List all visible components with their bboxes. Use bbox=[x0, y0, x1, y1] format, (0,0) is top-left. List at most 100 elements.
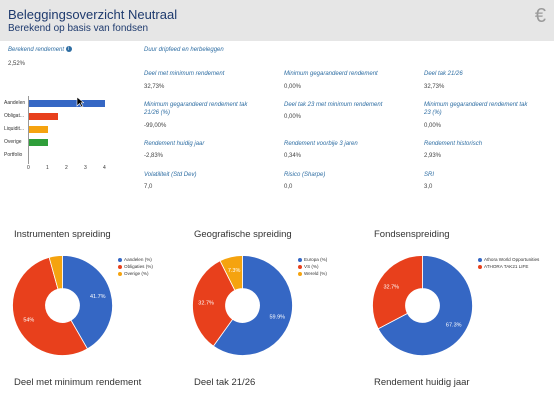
legend-label: Overige (%) bbox=[124, 271, 149, 276]
x-tick-label: 0 bbox=[27, 165, 30, 171]
pie-slice bbox=[62, 255, 113, 350]
pie-value-label: 32.7% bbox=[198, 301, 214, 307]
pie-slice bbox=[192, 260, 236, 347]
pie-value-label: 41.7% bbox=[90, 294, 106, 300]
metric-value: 2,93% bbox=[424, 153, 442, 159]
section-title-fondsen: Fondsenspreiding bbox=[374, 229, 450, 240]
metric-label: Rendement historisch bbox=[424, 141, 483, 147]
legend-label: Aandelen (%) bbox=[124, 257, 152, 262]
pie-slice bbox=[219, 255, 243, 291]
metric-value: 0,34% bbox=[284, 153, 302, 159]
legend-swatch bbox=[298, 271, 302, 276]
legend-swatch bbox=[478, 264, 482, 269]
pie-value-label: 7.3% bbox=[228, 268, 241, 274]
metric-label: SRI bbox=[424, 172, 435, 178]
legend-swatch bbox=[298, 257, 302, 262]
section-title-deel-minimum: Deel met minimum rendement bbox=[14, 377, 142, 388]
legend-swatch bbox=[478, 257, 482, 262]
legend-swatch bbox=[118, 257, 122, 262]
bar-category-label: Portfolio bbox=[4, 152, 23, 158]
legend-item: Wereld (%) bbox=[298, 270, 360, 277]
metric-value: 0,00% bbox=[284, 84, 302, 90]
legend-swatch bbox=[118, 271, 122, 276]
metric-label: Minimum gegarandeerd rendement tak 21/26… bbox=[144, 102, 248, 116]
legend-label: Wereld (%) bbox=[304, 271, 327, 276]
instrumenten-legend: Aandelen (%) Obligaties (%) Overige (%) bbox=[118, 256, 180, 277]
metric-value: 3,0 bbox=[424, 184, 433, 190]
pie-slice bbox=[48, 255, 63, 290]
bar-3 bbox=[29, 126, 48, 133]
legend-label: Obligaties (%) bbox=[124, 264, 153, 269]
berekend-rendement-label: Berekend rendement i bbox=[8, 46, 72, 54]
page-header: Beleggingsoverzicht Neutraal Berekend op… bbox=[0, 0, 554, 41]
bar-2 bbox=[29, 113, 58, 120]
metric-value: 32,73% bbox=[424, 84, 445, 90]
legend-swatch bbox=[118, 264, 122, 269]
berekend-rendement-value: 2,52% bbox=[8, 61, 26, 67]
pie-value-label: 32.7% bbox=[383, 285, 399, 291]
bar-category-label: Obligat... bbox=[4, 113, 25, 119]
metric-value: 32,73% bbox=[144, 84, 165, 90]
asset-bar-chart: Aandelen Obligat... Liquidit... Overige … bbox=[0, 92, 120, 174]
pie-slice bbox=[212, 255, 293, 356]
geografisch-pie-chart: 59.9% 32.7% 7.3% bbox=[192, 255, 293, 356]
bar-1 bbox=[29, 100, 105, 107]
bar-category-label: Overige bbox=[4, 139, 22, 145]
info-icon[interactable]: i bbox=[65, 46, 72, 53]
metric-label: Deel tak 23 met minimum rendement bbox=[284, 102, 383, 108]
metric-value: 0,00% bbox=[424, 123, 442, 129]
duur-dripfeed-label: Duur dripfeed en herbeleggen bbox=[144, 47, 224, 53]
legend-item: Europa (%) bbox=[298, 256, 360, 263]
bar-axis bbox=[28, 96, 29, 164]
x-tick-label: 3 bbox=[84, 165, 87, 171]
bar-4 bbox=[29, 139, 48, 146]
x-tick-label: 2 bbox=[65, 165, 68, 171]
page-title: Beleggingsoverzicht Neutraal bbox=[8, 7, 178, 22]
pie-slice bbox=[377, 255, 473, 356]
pie-value-label: 67.3% bbox=[446, 322, 462, 328]
x-tick-label: 4 bbox=[103, 165, 106, 171]
legend-swatch bbox=[298, 264, 302, 269]
metric-value: -99,00% bbox=[144, 123, 167, 129]
legend-label: VS (%) bbox=[304, 264, 319, 269]
metric-label: Deel met minimum rendement bbox=[144, 71, 225, 77]
legend-item: ATHORA TAK21 LIFE bbox=[478, 263, 540, 270]
pie-value-label: 54% bbox=[23, 318, 34, 324]
legend-item: Obligaties (%) bbox=[118, 263, 180, 270]
bar-category-label: Liquidit... bbox=[4, 126, 25, 132]
metric-label: Rendement voorbije 3 jaren bbox=[284, 141, 358, 147]
section-title-deel-tak: Deel tak 21/26 bbox=[194, 377, 256, 388]
section-title-geografisch: Geografische spreiding bbox=[194, 229, 292, 240]
legend-item: VS (%) bbox=[298, 263, 360, 270]
page-subtitle: Berekend op basis van fondsen bbox=[8, 23, 149, 34]
berekend-rendement-text: Berekend rendement bbox=[8, 47, 65, 53]
fondsen-legend: Athora World Opportunities ATHORA TAK21 … bbox=[478, 256, 540, 270]
mouse-cursor-icon bbox=[76, 96, 84, 108]
euro-icon[interactable]: € bbox=[534, 5, 546, 27]
pie-slice bbox=[12, 256, 88, 356]
legend-label: Athora World Opportunities bbox=[484, 257, 540, 262]
instrumenten-pie-chart: 41.7% 54% bbox=[12, 255, 113, 356]
x-tick-label: 1 bbox=[46, 165, 49, 171]
metric-label: Minimum gegarandeerd rendement tak 23 (%… bbox=[424, 102, 528, 116]
metric-label: Deel tak 21/26 bbox=[424, 71, 463, 77]
fondsen-pie-chart: 67.3% 32.7% bbox=[372, 255, 473, 356]
bars-container bbox=[29, 92, 119, 164]
metric-label: Rendement huidig jaar bbox=[144, 141, 205, 147]
section-title-rendement-huidig: Rendement huidig jaar bbox=[374, 377, 470, 388]
legend-label: Europa (%) bbox=[304, 257, 328, 262]
metric-label: Minimum gegarandeerd rendement bbox=[284, 71, 378, 77]
section-title-instrumenten: Instrumenten spreiding bbox=[14, 229, 111, 240]
geografisch-legend: Europa (%) VS (%) Wereld (%) bbox=[298, 256, 360, 277]
metric-label: Risico (Sharpe) bbox=[284, 172, 326, 178]
legend-label: ATHORA TAK21 LIFE bbox=[484, 264, 529, 269]
metric-label: Volatiliteit (Std Dev) bbox=[144, 172, 197, 178]
pie-value-label: 59.9% bbox=[269, 315, 285, 321]
metric-value: 7,0 bbox=[144, 184, 153, 190]
metric-value: 0,0 bbox=[284, 184, 293, 190]
bar-category-label: Aandelen bbox=[4, 100, 26, 106]
metric-value: 0,00% bbox=[284, 114, 302, 120]
metric-value: -2,83% bbox=[144, 153, 164, 159]
pie-slice bbox=[372, 255, 423, 330]
legend-item: Aandelen (%) bbox=[118, 256, 180, 263]
